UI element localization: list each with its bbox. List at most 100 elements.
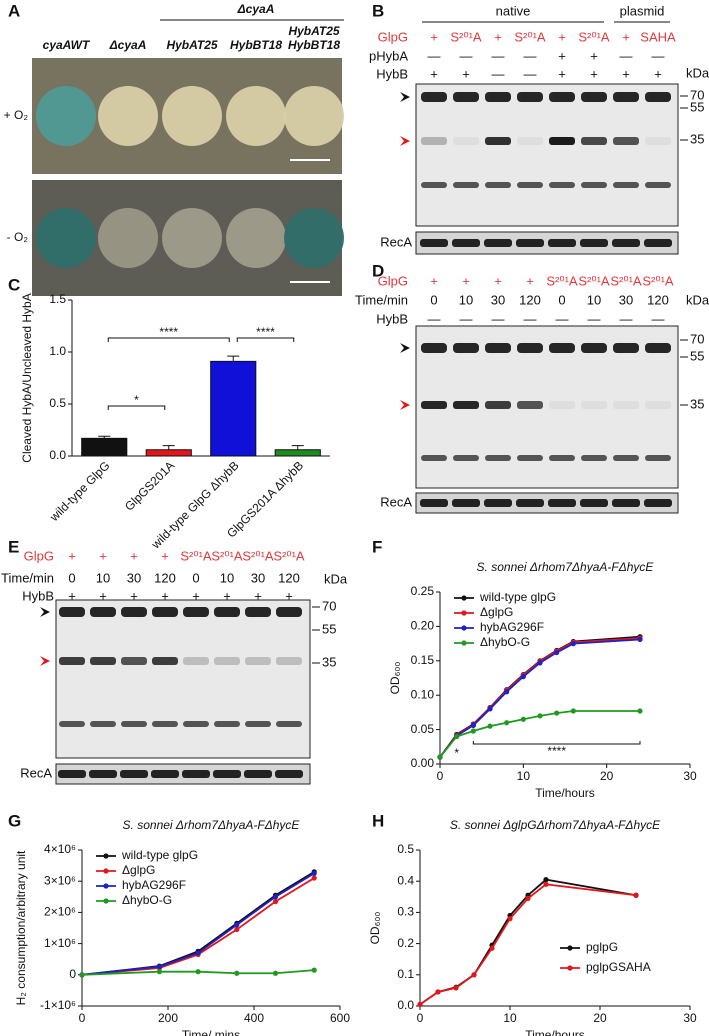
- band: [453, 343, 479, 353]
- band: [90, 607, 116, 617]
- band: [613, 343, 639, 353]
- band: [516, 499, 544, 507]
- marker-label: 55: [322, 621, 336, 636]
- legend-label: hybAG296F: [480, 620, 544, 634]
- y-tick-label: 0: [69, 967, 76, 981]
- error-bar: [227, 355, 240, 362]
- y-tick-label: 0.25: [411, 584, 435, 598]
- data-point: [489, 945, 495, 951]
- y-tick-label: 0.05: [411, 722, 435, 736]
- band: [485, 401, 511, 409]
- row-label: Time/min: [1, 570, 54, 585]
- arrowhead: [400, 343, 410, 353]
- data-point: [537, 660, 543, 666]
- x-tick-label: 20: [600, 769, 614, 783]
- band: [183, 657, 209, 665]
- significance-label: *: [454, 746, 459, 760]
- data-point: [156, 964, 162, 970]
- data-point: [156, 969, 162, 975]
- y-tick-label: 1.0: [49, 344, 66, 358]
- legend-label: pglpG: [586, 940, 618, 954]
- blot-image: [55, 599, 311, 759]
- data-point: [454, 733, 460, 740]
- lane-label: +: [590, 66, 598, 81]
- lane-label: S²⁰¹A: [242, 548, 274, 563]
- lane-label: +: [68, 548, 76, 563]
- colony: [36, 208, 96, 268]
- band: [420, 499, 448, 507]
- data-point: [504, 689, 510, 695]
- lane-label: S²⁰¹A: [642, 273, 674, 288]
- significance-bracket: [107, 337, 230, 342]
- data-point: [234, 970, 240, 976]
- band: [613, 401, 639, 409]
- band: [214, 721, 240, 727]
- column-label: ΔcyaA: [109, 38, 147, 52]
- lane-label: +: [462, 273, 470, 288]
- lane-label: +: [254, 588, 262, 603]
- lane-label: +: [192, 588, 200, 603]
- data-point: [570, 641, 576, 647]
- loading-label: RecA: [380, 234, 412, 249]
- lane-label: S²⁰¹A: [180, 548, 212, 563]
- data-point: [525, 895, 531, 901]
- lane-label: S²⁰¹A: [578, 29, 610, 44]
- marker-label: 55: [690, 99, 704, 114]
- band: [517, 92, 543, 102]
- significance-label: ****: [547, 744, 566, 758]
- panel-letter: C: [8, 275, 20, 294]
- lane-label: 30: [127, 570, 141, 585]
- row-label: GlpG: [24, 548, 54, 563]
- y-tick-label: 0.3: [397, 905, 414, 919]
- band: [517, 137, 543, 145]
- y-tick-label: 1×10⁶: [44, 936, 76, 950]
- legend-label: pglpGSAHA: [586, 960, 651, 974]
- band: [452, 499, 480, 507]
- y-tick-label: 0.5: [49, 396, 66, 410]
- lane-label: +: [558, 29, 566, 44]
- lane-label: S²⁰¹A: [546, 273, 578, 288]
- lane-label: 120: [647, 292, 669, 307]
- colony: [162, 86, 222, 146]
- column-label: HybAT25: [288, 24, 339, 38]
- lane-label: —: [460, 48, 473, 63]
- band: [421, 182, 447, 188]
- marker-label: 70: [690, 87, 704, 102]
- x-tick-label: 10: [517, 769, 531, 783]
- bar: [145, 449, 192, 457]
- band: [420, 239, 448, 247]
- lane-label: +: [654, 66, 662, 81]
- lane-label: —: [620, 48, 633, 63]
- data-point: [520, 674, 526, 680]
- band: [151, 770, 179, 778]
- band: [548, 239, 576, 247]
- y-axis-label: Cleaved HybA/Uncleaved HybA: [20, 293, 34, 462]
- band: [517, 182, 543, 188]
- column-label: cyaAWT: [43, 38, 91, 52]
- y-tick-label: 0.5: [397, 842, 414, 856]
- colony: [98, 86, 158, 146]
- significance-label: *: [134, 393, 139, 407]
- colony: [162, 208, 222, 268]
- lane-label: 0: [192, 570, 199, 585]
- lane-label: —: [524, 311, 537, 326]
- panel-letter: G: [8, 811, 21, 830]
- series-line: [81, 872, 315, 976]
- marker-label: 35: [322, 654, 336, 669]
- band: [581, 401, 607, 409]
- row-label: GlpG: [378, 29, 408, 44]
- band: [421, 455, 447, 461]
- column-label: HybAT25: [166, 38, 217, 52]
- series-line: [81, 969, 315, 976]
- legend-marker: [461, 595, 467, 601]
- data-point: [637, 708, 643, 714]
- unit-label: kDa: [686, 292, 709, 307]
- marker-label: 35: [690, 396, 704, 411]
- band: [182, 770, 210, 778]
- band: [581, 92, 607, 102]
- loading-blot: [415, 492, 679, 514]
- marker-label: 70: [322, 598, 336, 613]
- x-tick-label: 10: [503, 1011, 517, 1025]
- lane-label: +: [99, 588, 107, 603]
- error-bar: [162, 445, 175, 450]
